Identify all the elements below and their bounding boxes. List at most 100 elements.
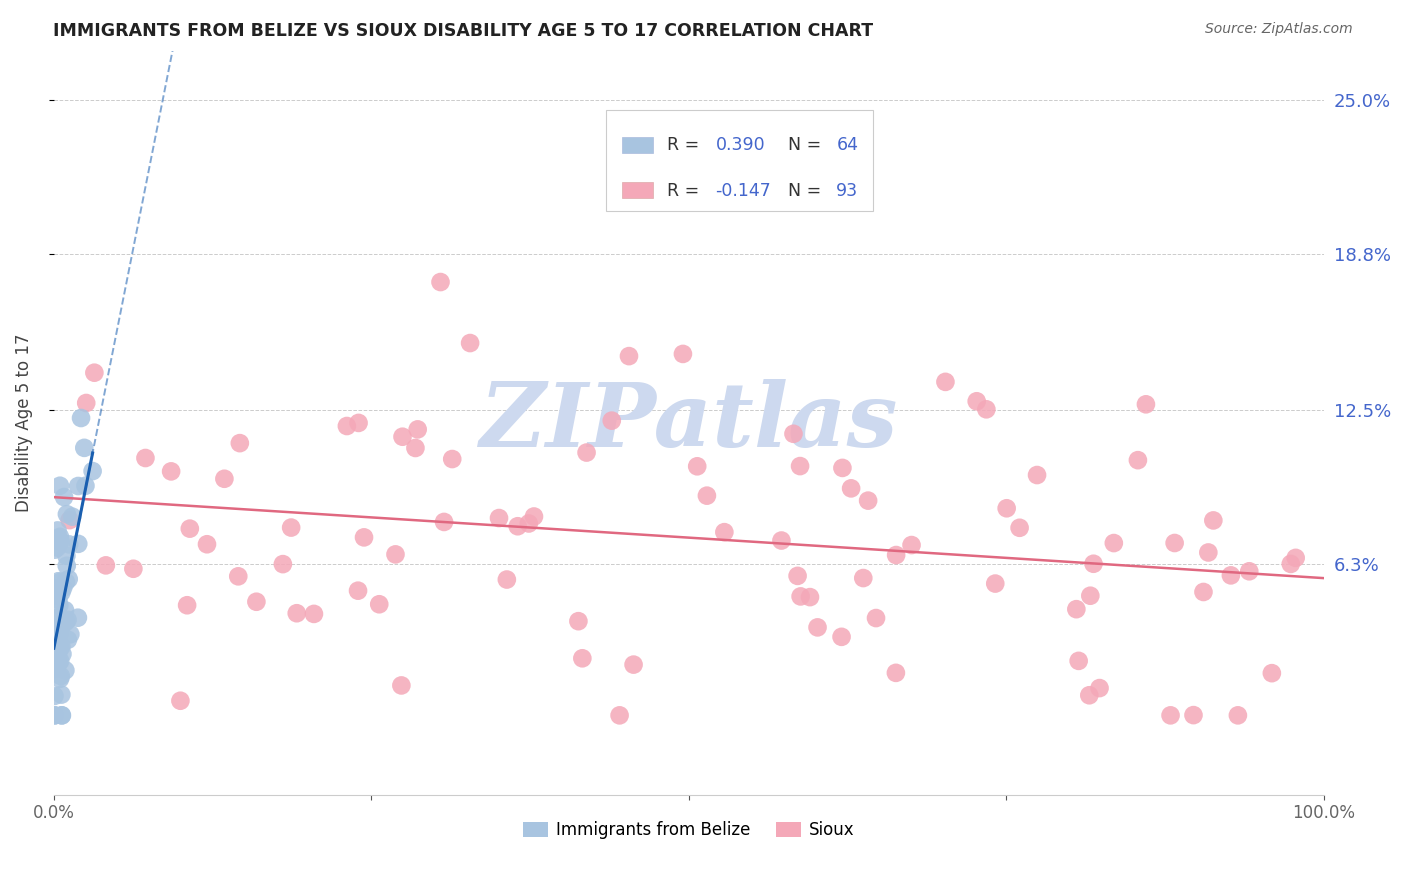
Point <box>48 640 70 655</box>
Point <box>55 615 77 630</box>
Point <box>46 574 69 589</box>
Point <box>67 479 90 493</box>
Point <box>884 548 907 562</box>
Y-axis label: Disability Age 5 to 17: Disability Age 5 to 17 <box>15 334 32 512</box>
Point <box>58 513 80 527</box>
Point <box>280 520 302 534</box>
Point <box>122 562 145 576</box>
Point <box>75 479 97 493</box>
Point <box>49 530 72 544</box>
Point <box>46 658 69 673</box>
Point <box>49 479 72 493</box>
Point <box>406 422 429 436</box>
Point <box>53 603 76 617</box>
Point <box>831 630 853 644</box>
Point <box>600 414 623 428</box>
Text: 93: 93 <box>837 182 859 200</box>
Point <box>884 665 907 680</box>
Point <box>1126 453 1149 467</box>
Point <box>56 613 79 627</box>
Point <box>384 548 406 562</box>
Point <box>336 419 359 434</box>
Point <box>458 336 481 351</box>
Point <box>900 538 922 552</box>
Point <box>672 347 695 361</box>
Point <box>495 573 517 587</box>
Point <box>51 688 73 702</box>
Point <box>51 585 73 599</box>
Point <box>53 490 76 504</box>
Point <box>575 445 598 459</box>
Text: Source: ZipAtlas.com: Source: ZipAtlas.com <box>1205 22 1353 37</box>
Point <box>44 708 66 723</box>
Point <box>404 441 426 455</box>
Point <box>179 522 201 536</box>
Point <box>506 519 529 533</box>
Point <box>82 464 104 478</box>
Point <box>48 626 70 640</box>
Text: 0.390: 0.390 <box>716 136 765 154</box>
Point <box>347 583 370 598</box>
Point <box>226 569 249 583</box>
Point <box>782 426 804 441</box>
Point <box>571 651 593 665</box>
Point <box>44 708 66 723</box>
Point <box>865 611 887 625</box>
Point <box>995 501 1018 516</box>
Point <box>55 664 77 678</box>
Point <box>1202 513 1225 527</box>
Point <box>696 489 718 503</box>
Point <box>1261 666 1284 681</box>
Point <box>806 620 828 634</box>
Point <box>1078 589 1101 603</box>
Point <box>353 530 375 544</box>
Point <box>51 647 73 661</box>
Point <box>48 656 70 670</box>
Point <box>60 509 83 524</box>
Text: R =: R = <box>668 136 704 154</box>
Point <box>1192 585 1215 599</box>
Point <box>433 515 456 529</box>
Point <box>1102 536 1125 550</box>
Point <box>55 558 77 573</box>
Point <box>1239 564 1261 578</box>
Point <box>1135 397 1157 411</box>
Point <box>134 450 156 465</box>
Point <box>1066 602 1088 616</box>
Point <box>368 597 391 611</box>
Point <box>686 459 709 474</box>
Point <box>1160 708 1182 723</box>
Point <box>713 525 735 540</box>
Point <box>523 509 546 524</box>
Point <box>389 678 412 692</box>
Point <box>429 275 451 289</box>
Point <box>55 549 77 563</box>
Point <box>1226 708 1249 723</box>
Point <box>49 534 72 549</box>
Point <box>48 593 70 607</box>
Text: N =: N = <box>787 136 827 154</box>
Point <box>48 599 70 613</box>
Point <box>44 630 66 644</box>
Point <box>976 402 998 417</box>
Point <box>160 464 183 478</box>
Point <box>1163 536 1185 550</box>
Point <box>49 669 72 683</box>
Bar <box>621 182 654 198</box>
Point <box>285 606 308 620</box>
Point <box>517 516 540 531</box>
Point <box>56 632 79 647</box>
Point <box>786 569 808 583</box>
Point <box>45 649 67 664</box>
Point <box>934 375 956 389</box>
Text: R =: R = <box>668 182 704 200</box>
Text: N =: N = <box>787 182 827 200</box>
Point <box>46 541 69 555</box>
Point <box>44 689 66 703</box>
Point <box>195 537 218 551</box>
Point <box>49 654 72 668</box>
Point <box>45 632 67 647</box>
Point <box>169 694 191 708</box>
Point <box>831 461 853 475</box>
Point <box>245 595 267 609</box>
